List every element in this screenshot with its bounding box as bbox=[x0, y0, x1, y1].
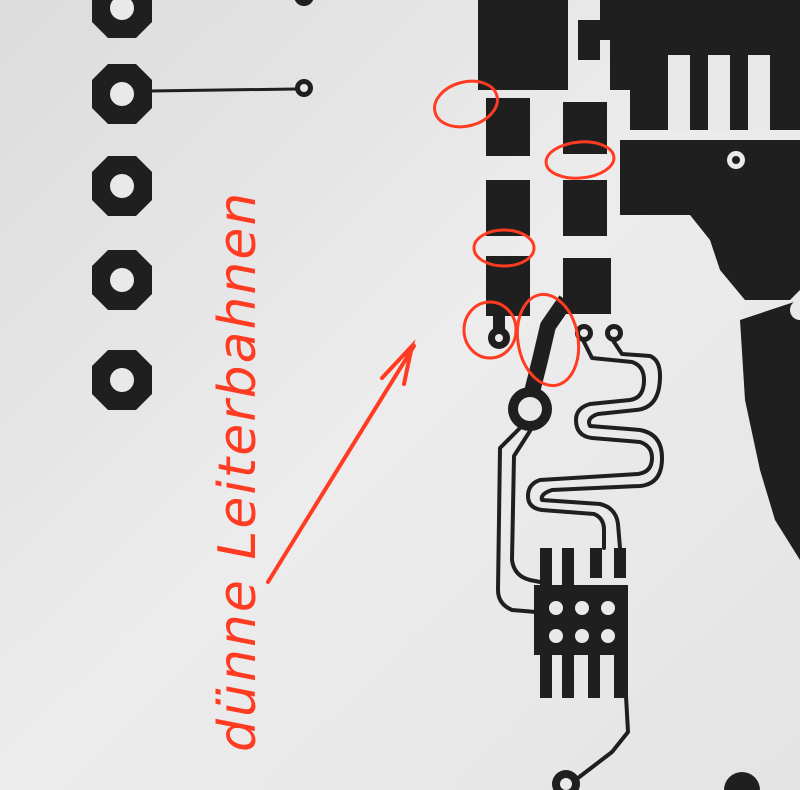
via bbox=[552, 770, 760, 790]
handwritten-annotation: dünne Leiterbahnen bbox=[208, 190, 268, 752]
power-trace bbox=[508, 295, 573, 431]
octagon-pad bbox=[92, 250, 152, 310]
pad-trace bbox=[149, 79, 313, 97]
octagon-pad bbox=[92, 0, 152, 38]
via bbox=[294, 0, 314, 6]
smd-pad-array bbox=[486, 98, 611, 349]
ic-holes bbox=[549, 601, 615, 643]
annotation-arrow bbox=[266, 339, 416, 584]
header-pad-column bbox=[92, 0, 152, 410]
octagon-pad bbox=[92, 156, 152, 216]
octagon-pad bbox=[92, 64, 152, 124]
copper-pour bbox=[478, 0, 800, 560]
ic-footprint bbox=[534, 548, 628, 698]
annotation-circles bbox=[433, 79, 616, 388]
via bbox=[575, 324, 623, 342]
thin-traces bbox=[496, 340, 664, 780]
octagon-pad bbox=[92, 350, 152, 410]
via bbox=[727, 151, 800, 320]
